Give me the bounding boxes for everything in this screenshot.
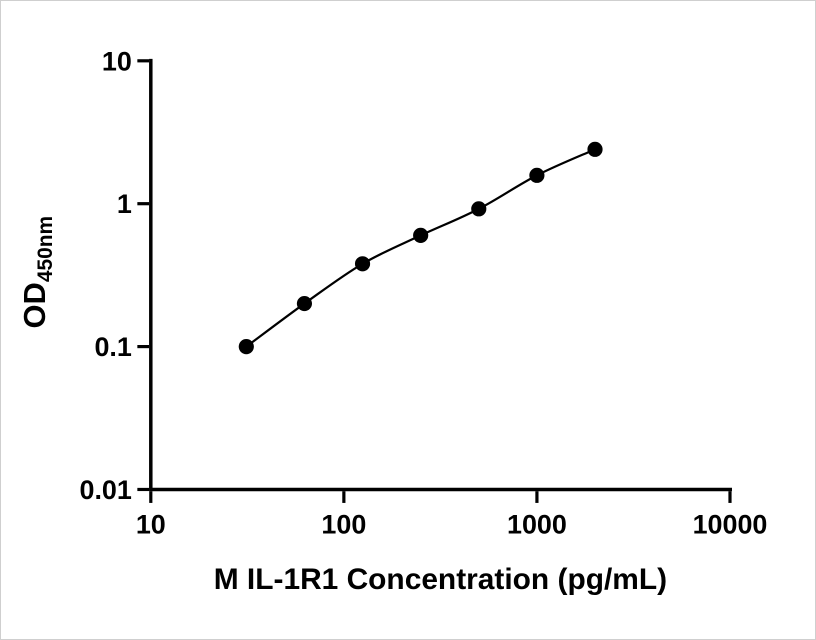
data-point — [238, 339, 254, 355]
y-axis-title: OD450nm — [17, 216, 57, 329]
y-tick-label: 10 — [102, 46, 132, 76]
y-tick-label: 0.1 — [94, 332, 131, 362]
data-point — [413, 227, 429, 243]
data-point — [354, 256, 371, 272]
data-point — [471, 201, 487, 217]
axis-spines — [149, 58, 732, 492]
data-point — [587, 141, 603, 157]
x-axis-title: M IL-1R1 Concentration (pg/mL) — [214, 563, 667, 596]
y-axis-title-subscript: 450nm — [34, 216, 57, 282]
y-axis-title-main: OD — [17, 282, 52, 328]
y-tick-label: 0.01 — [79, 475, 131, 505]
data-point — [529, 167, 545, 183]
x-tick-label: 1000 — [507, 509, 567, 539]
data-point — [296, 295, 313, 312]
x-tick-label: 10000 — [693, 509, 768, 539]
y-tick-label: 1 — [117, 189, 132, 219]
x-tick-label: 100 — [321, 509, 366, 539]
x-tick-label: 10 — [136, 509, 166, 539]
